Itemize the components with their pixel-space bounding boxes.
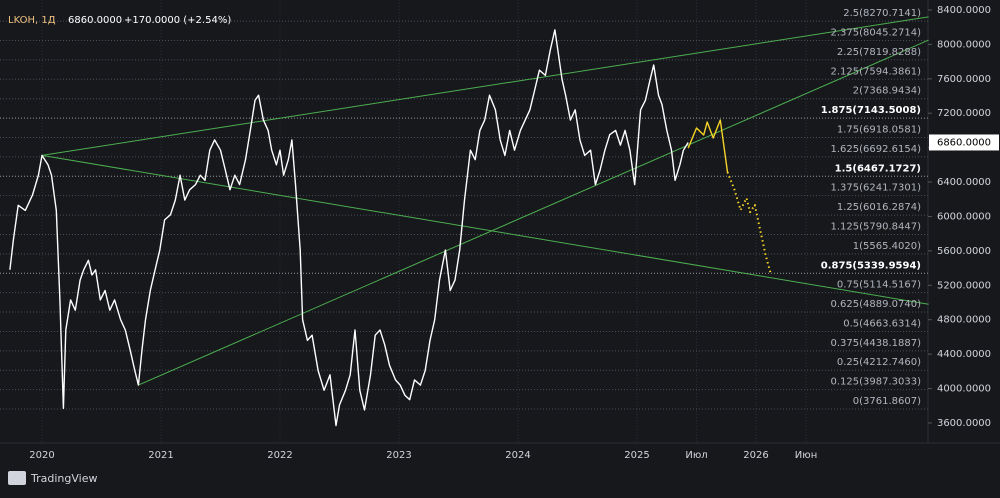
price-line [9, 29, 689, 427]
fib-label: 2.25(7819.8288) [837, 47, 921, 58]
y-tick-label: 7200.0000 [937, 108, 991, 119]
fib-label: 2(7368.9434) [853, 86, 921, 97]
fib-label: 1.25(6016.2874) [837, 202, 921, 213]
y-tick-label: 4400.0000 [937, 349, 991, 360]
logo-icon [8, 471, 26, 485]
footer-logo[interactable]: TradingView [30, 472, 97, 485]
x-tick-label: 2020 [29, 450, 54, 461]
fib-label: 2.125(7594.3861) [830, 66, 921, 77]
y-tick-label: 6400.0000 [937, 177, 991, 188]
fib-label: 0.75(5114.5167) [837, 280, 921, 291]
price-line [687, 119, 729, 173]
header-price: 6860.0000 [68, 15, 122, 26]
x-tick-label: 2025 [624, 450, 649, 461]
y-tick-label: 8400.0000 [937, 5, 991, 16]
fib-label: 2.5(8270.7141) [843, 8, 921, 19]
price-line [726, 171, 772, 273]
fib-label: 1.75(6918.0581) [837, 124, 921, 135]
trend-line [138, 39, 929, 386]
x-tick-label: 2023 [386, 450, 411, 461]
symbol: LKOH, 1Д [8, 15, 56, 26]
fib-label: 1.625(6692.6154) [830, 144, 921, 155]
fib-label: 0(3761.8607) [853, 396, 921, 407]
y-tick-label: 5600.0000 [937, 246, 991, 257]
fib-label: 0.25(4212.7460) [837, 357, 921, 368]
fib-label: 1.5(6467.1727) [835, 163, 921, 174]
fib-label: 1(5565.4020) [853, 241, 921, 252]
y-tick-label: 4800.0000 [937, 315, 991, 326]
y-tick-label: 5200.0000 [937, 280, 991, 291]
trend-line [41, 154, 929, 305]
x-tick-label: 2026 [743, 450, 768, 461]
y-tick-label: 6000.0000 [937, 211, 991, 222]
x-tick-label: Июл [685, 450, 707, 461]
y-tick-label: 8000.0000 [937, 39, 991, 50]
x-tick-label: 2022 [267, 450, 292, 461]
fib-label: 1.875(7143.5008) [821, 105, 921, 116]
trend-line [41, 16, 929, 156]
fib-label: 1.125(5790.8447) [830, 221, 921, 232]
fib-label: 1.375(6241.7301) [830, 183, 921, 194]
y-tick-label: 3600.0000 [937, 418, 991, 429]
fib-label: 0.625(4889.0740) [830, 299, 921, 310]
x-tick-label: 2024 [505, 450, 530, 461]
x-tick-label: 2021 [148, 450, 173, 461]
y-tick-label: 4000.0000 [937, 384, 991, 395]
fib-label: 0.375(4438.1887) [830, 338, 921, 349]
fib-label: 2.375(8045.2714) [830, 27, 921, 38]
fib-label: 0.5(4663.6314) [843, 318, 921, 329]
x-tick-label: Июн [795, 450, 817, 461]
y-tick-label: 7600.0000 [937, 74, 991, 85]
fib-label: 0.875(5339.9594) [821, 260, 921, 271]
last-price-label: 6860.0000 [937, 137, 991, 148]
fib-label: 0.125(3987.3033) [830, 377, 921, 388]
plot-area [0, 0, 929, 443]
header-change: +170.0000 (+2.54%) [124, 15, 231, 26]
last-price-box [929, 134, 999, 151]
